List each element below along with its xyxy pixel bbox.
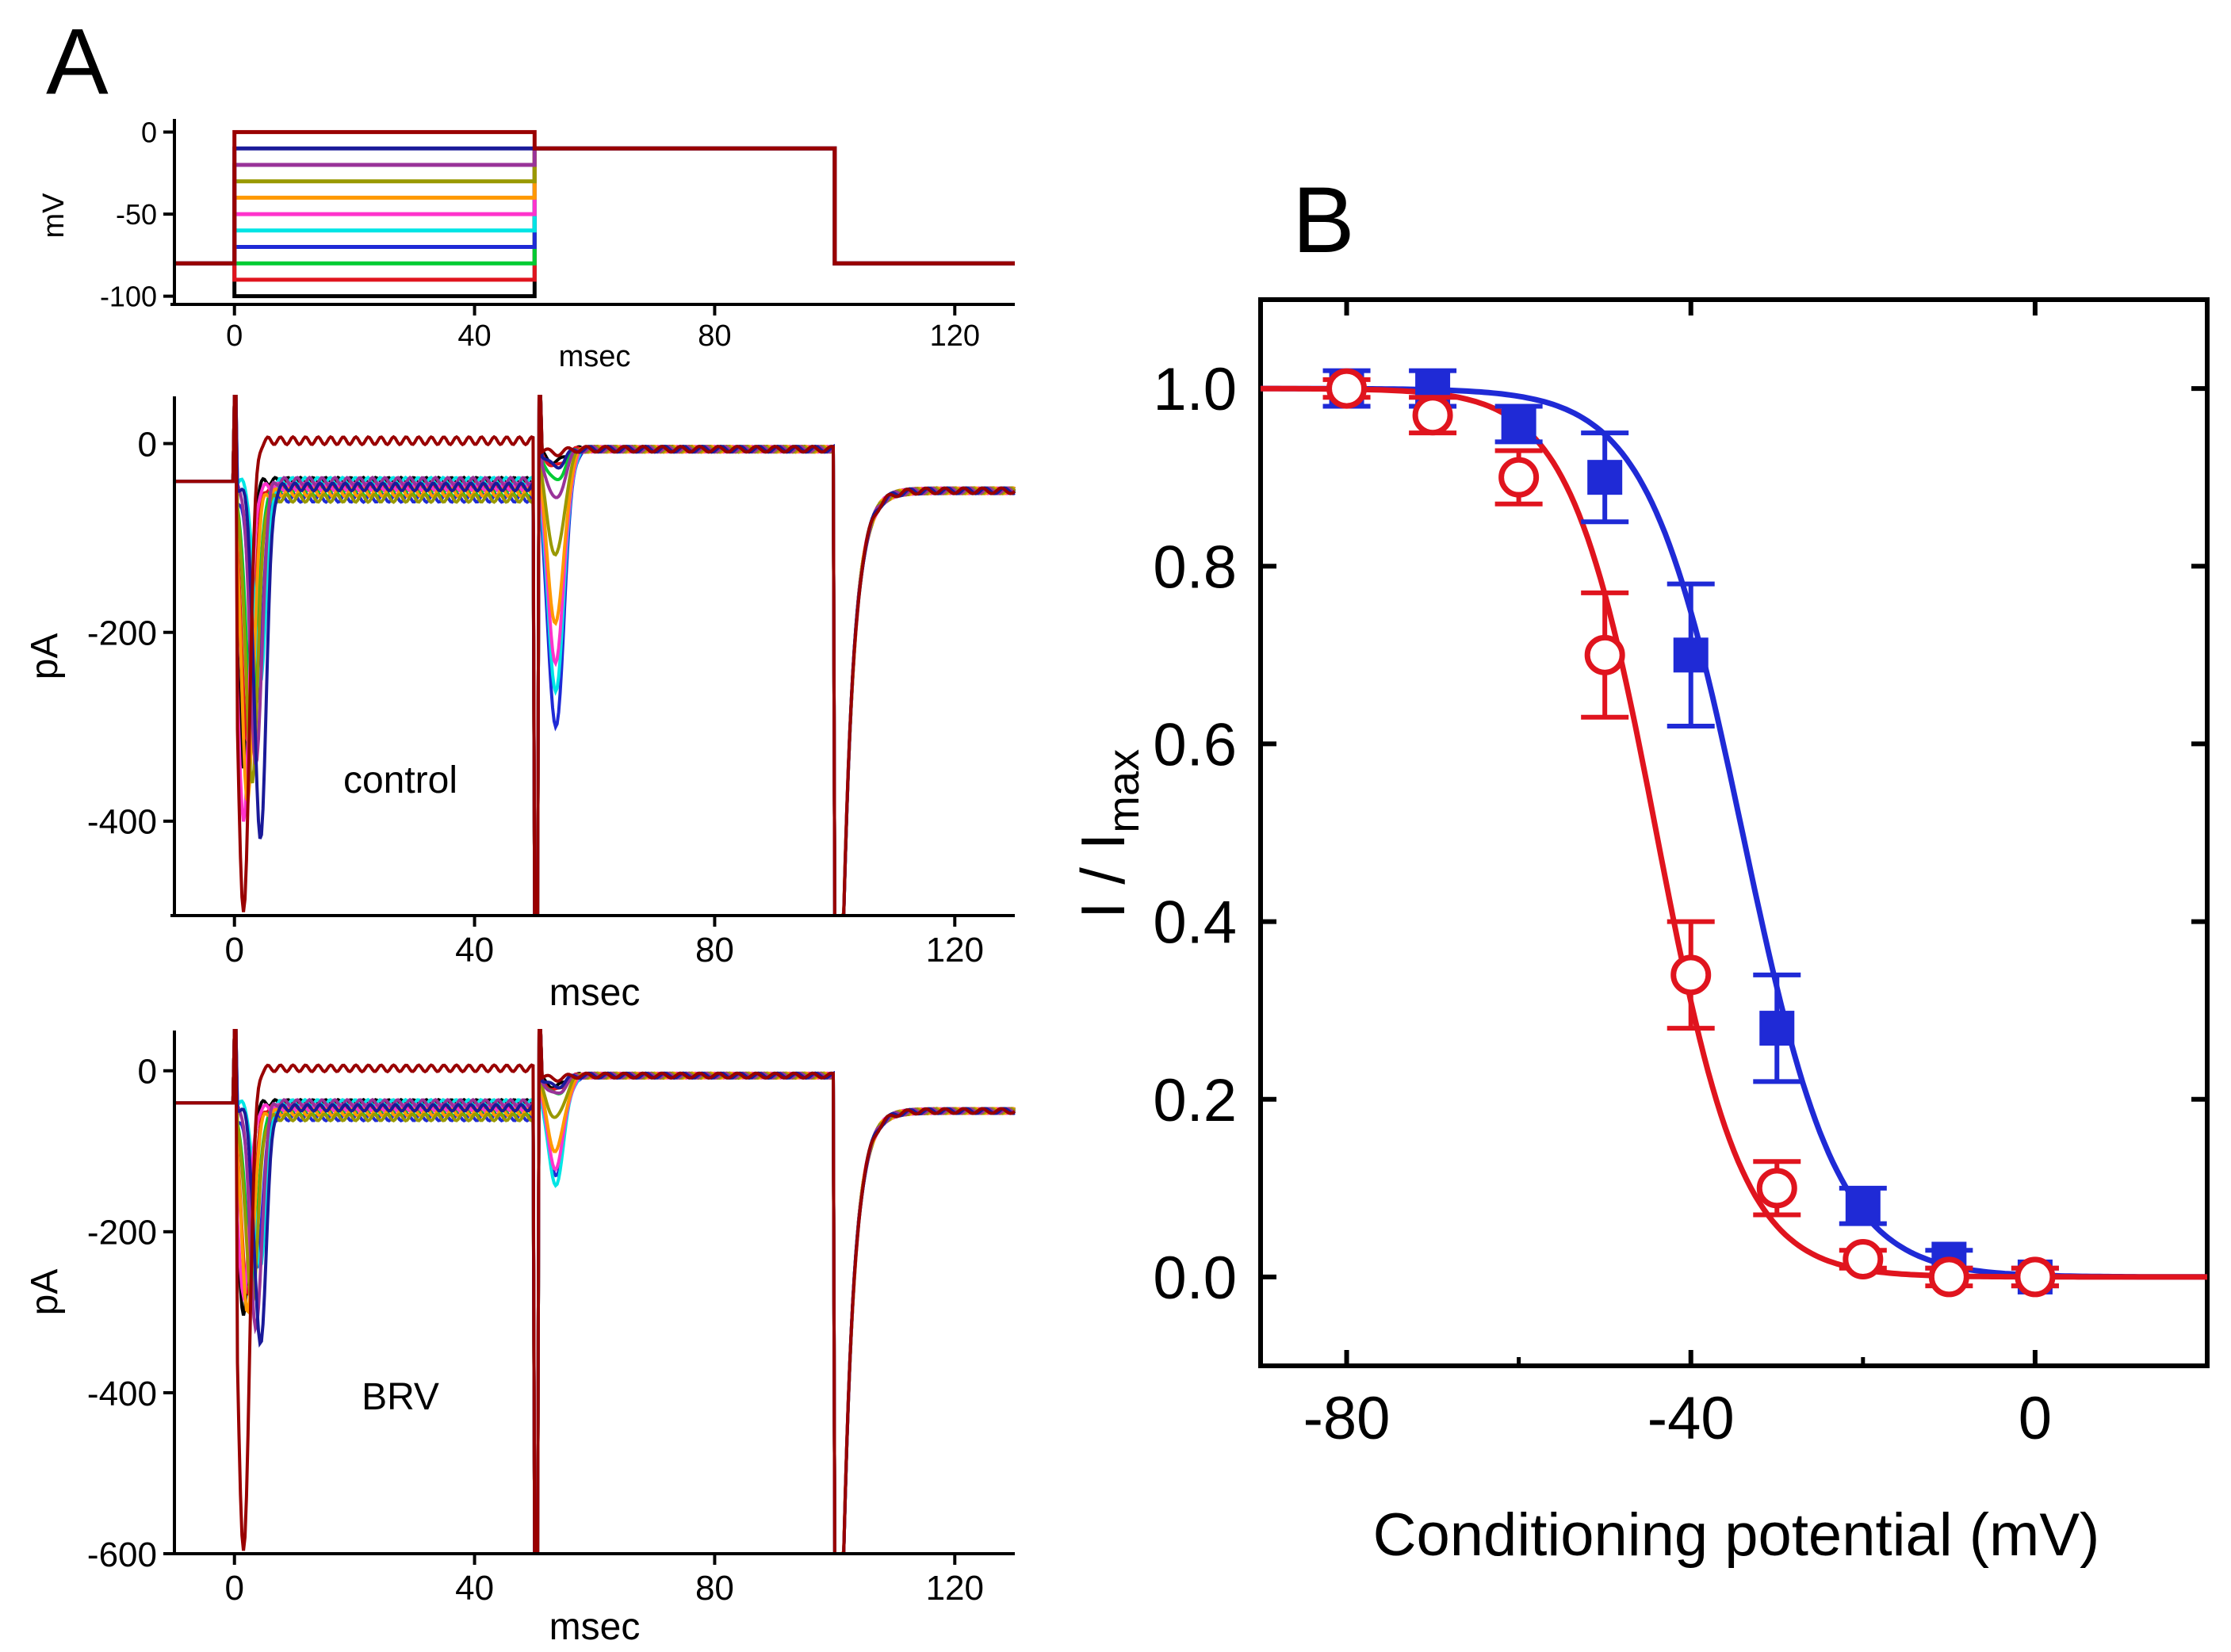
control-x-tick-label: 40: [455, 931, 494, 969]
availability-points: [1322, 368, 2059, 1298]
control-current-trace: [174, 395, 1016, 917]
control-y-ticks: 0 -200 -400: [87, 425, 174, 842]
availability-y-tick-label: 0.2: [1153, 1067, 1237, 1134]
brv-current-panel: 0 40 80 120 0 -200 -400 -600 BRV msec pA: [24, 1029, 1016, 1648]
brv-x-tick-label: 0: [224, 1569, 243, 1608]
protocol-y-tick-label: -50: [116, 198, 157, 231]
control-y-tick-label: -200: [87, 614, 157, 653]
brv-current-trace: [174, 1029, 1016, 1555]
availability-y-tick-label: 0.6: [1153, 711, 1237, 778]
availability-y-tick-label: 0.0: [1153, 1245, 1237, 1312]
data-point-control: [1501, 406, 1536, 442]
brv-x-ticks: 0 40 80 120: [224, 1554, 984, 1608]
protocol-y-tick-label: -100: [100, 281, 157, 313]
control-current-trace: [174, 395, 1016, 917]
control-x-ticks: 0 40 80 120: [224, 916, 984, 969]
panel-b-letter: B: [1292, 168, 1355, 273]
availability-x-tick-label: -80: [1303, 1385, 1391, 1452]
protocol-x-ticks: 0 40 80 120: [226, 304, 980, 353]
availability-x-tick-label: -40: [1647, 1385, 1735, 1452]
availability-x-label: Conditioning potential (mV): [1373, 1501, 2100, 1569]
brv-y-tick-label: -200: [87, 1214, 157, 1252]
data-point-BRV: [1498, 457, 1540, 498]
protocol-y-tick-label: 0: [141, 117, 157, 149]
control-current-panel: 0 40 80 120 0 -200 -400 control msec pA: [24, 395, 1016, 1014]
control-current-trace: [174, 395, 1016, 917]
protocol-x-tick-label: 40: [457, 319, 491, 353]
protocol-panel: 0 40 80 120 0 -50 -100 msec mV: [37, 117, 1015, 373]
control-x-tick-label: 80: [695, 931, 734, 969]
control-trace-label: control: [343, 759, 457, 801]
brv-y-ticks: 0 -200 -400 -600: [87, 1053, 174, 1574]
control-x-label: msec: [549, 972, 641, 1014]
availability-fits: [1261, 385, 2208, 1280]
data-point-BRV: [1928, 1256, 1969, 1298]
control-current-trace: [174, 395, 1016, 917]
brv-x-tick-label: 120: [926, 1569, 984, 1608]
brv-y-tick-label: -400: [87, 1375, 157, 1413]
brv-x-label: msec: [549, 1606, 641, 1648]
control-current-trace: [174, 395, 1016, 917]
brv-traces: [174, 1029, 1016, 1555]
control-current-trace: [174, 395, 1016, 917]
protocol-x-label: msec: [559, 340, 631, 373]
fit-curve-BRV: [1261, 385, 2207, 1280]
data-point-BRV: [1843, 1239, 1884, 1279]
availability-y-label: I / Imax: [1068, 749, 1148, 919]
brv-y-tick-label: 0: [138, 1053, 157, 1092]
data-point-BRV: [1756, 1168, 1797, 1209]
brv-y-tick-label: -600: [87, 1535, 157, 1574]
availability-y-label-main: I / I: [1068, 833, 1138, 919]
availability-frame: [1258, 297, 2210, 1368]
panel-a-letter: A: [46, 10, 109, 114]
data-point-control: [1673, 637, 1709, 673]
protocol-x-tick-label: 120: [930, 319, 980, 353]
data-point-BRV: [1412, 395, 1453, 436]
control-y-label: pA: [24, 633, 66, 680]
control-x-tick-label: 0: [224, 931, 243, 969]
brv-x-tick-label: 40: [455, 1569, 494, 1608]
control-current-trace: [174, 395, 1016, 917]
brv-x-tick-label: 80: [695, 1569, 734, 1608]
data-point-BRV: [2015, 1256, 2056, 1298]
control-current-trace: [174, 395, 1016, 917]
protocol-x-tick-label: 80: [698, 319, 731, 353]
brv-y-label: pA: [24, 1269, 66, 1316]
availability-y-tick-label: 1.0: [1153, 356, 1237, 423]
control-current-trace: [174, 395, 1016, 917]
availability-y-tick-label: 0.4: [1153, 889, 1237, 957]
availability-ticks: -80 -40 0 0.0 0.2 0.4 0.6 0.8 1.0: [1153, 300, 2207, 1452]
protocol-trace: [174, 146, 1015, 299]
protocol-trace: [174, 130, 1015, 266]
availability-y-tick-label: 0.8: [1153, 533, 1237, 601]
protocol-traces: [174, 130, 1015, 299]
availability-x-tick-label: 0: [2019, 1385, 2052, 1452]
protocol-x-tick-label: 0: [226, 319, 243, 353]
data-point-BRV: [1670, 954, 1712, 996]
protocol-y-ticks: 0 -50 -100: [100, 117, 174, 313]
brv-trace-label: BRV: [362, 1376, 439, 1418]
control-current-trace: [174, 395, 1016, 917]
control-y-tick-label: -400: [87, 803, 157, 842]
availability-y-label-sub: max: [1098, 749, 1148, 833]
brv-current-trace: [174, 1029, 1016, 1555]
data-point-BRV: [1326, 368, 1368, 409]
protocol-y-label: mV: [37, 193, 71, 239]
availability-panel: -80 -40 0 0.0 0.2 0.4 0.6 0.8 1.0 Conditioning p…: [1068, 297, 2210, 1569]
data-point-control: [1845, 1188, 1881, 1224]
data-point-BRV: [1584, 634, 1625, 675]
control-traces: [174, 395, 1016, 917]
control-x-tick-label: 120: [926, 931, 984, 969]
control-y-tick-label: 0: [138, 425, 157, 464]
data-point-control: [1587, 460, 1623, 495]
control-current-trace: [174, 395, 1016, 917]
data-point-control: [1759, 1011, 1795, 1046]
